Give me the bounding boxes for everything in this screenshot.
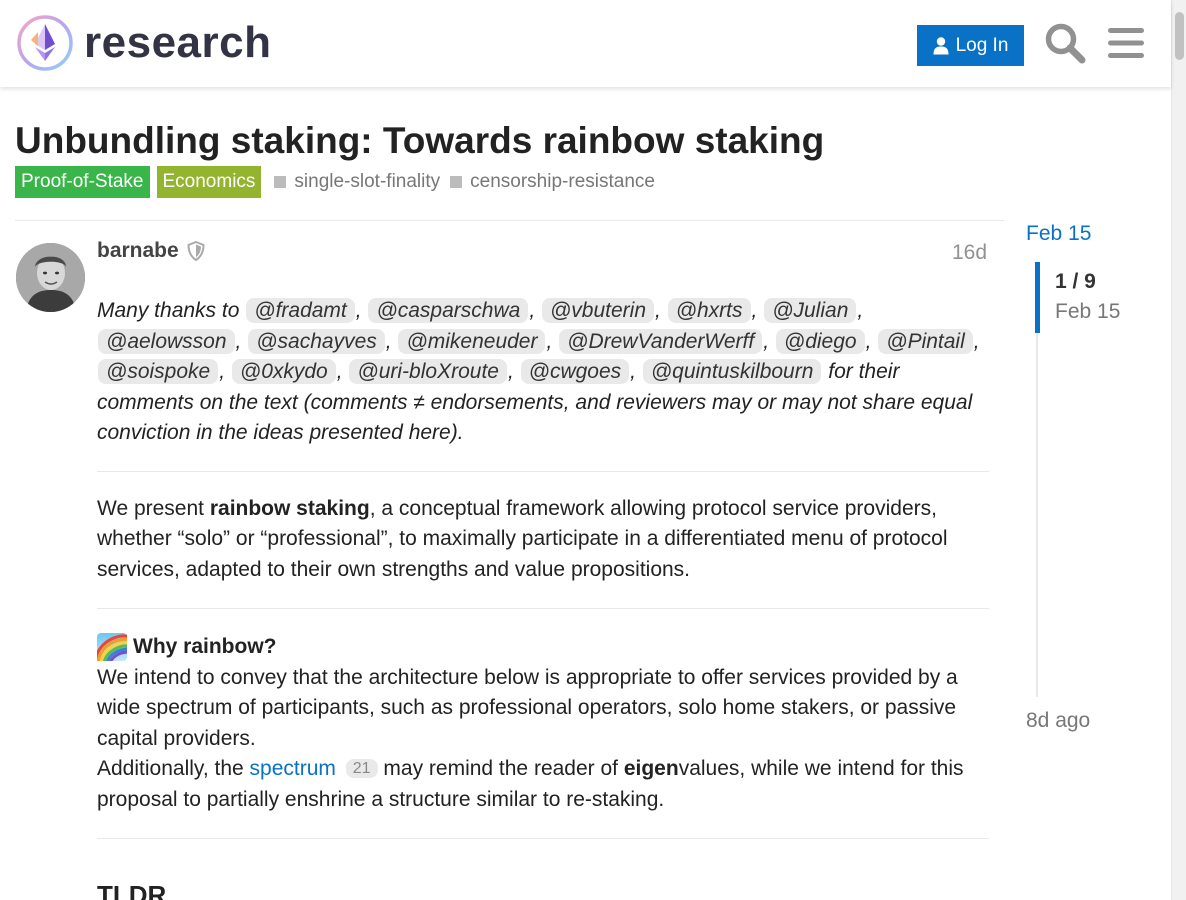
user-mention[interactable]: @sachayves: [248, 328, 385, 354]
tag-square-icon: [450, 176, 463, 188]
search-button[interactable]: [1042, 20, 1088, 66]
timeline-position: 1 / 9: [1055, 270, 1096, 293]
user-mention[interactable]: @quintuskilbourn: [642, 359, 822, 384]
why-text: may remind the reader of: [383, 757, 618, 780]
tag-censorship-resistance[interactable]: censorship-resistance: [450, 171, 655, 193]
tag-label: censorship-resistance: [470, 171, 655, 192]
intro-bold: rainbow staking: [209, 496, 370, 520]
why-rainbow-heading: Why rainbow?: [97, 632, 989, 663]
post-author[interactable]: barnabe: [97, 239, 205, 263]
spectrum-link[interactable]: spectrum: [249, 757, 336, 780]
search-icon: [1045, 23, 1086, 64]
category-proof-of-stake[interactable]: Proof-of-Stake: [15, 166, 150, 198]
site-logo[interactable]: research: [16, 14, 271, 72]
site-name: research: [84, 18, 272, 67]
thanks-suffix: for their comments on the text (comments…: [97, 360, 973, 444]
tag-single-slot-finality[interactable]: single-slot-finality: [274, 171, 440, 193]
site-header: research Log In: [0, 0, 1171, 87]
intro-text-rest: , a conceptual framework allowing protoc…: [97, 496, 948, 581]
hamburger-menu-button[interactable]: [1103, 20, 1149, 66]
login-button[interactable]: Log In: [917, 25, 1024, 66]
mentions-list: @fradamt, @casparschwa, @vbuterin, @hxrt…: [97, 298, 980, 384]
user-mention[interactable]: @Pintail: [878, 328, 973, 354]
thanks-prefix: Many thanks to: [97, 299, 240, 322]
tag-square-icon: [274, 176, 287, 188]
why-paragraph-2: Additionally, the spectrum 21 may remind…: [97, 754, 989, 815]
page-scrollbar[interactable]: [1171, 0, 1186, 900]
why-text: Additionally, the: [97, 757, 244, 780]
separator: [97, 470, 989, 472]
user-mention[interactable]: @hxrts: [667, 298, 751, 323]
user-mention[interactable]: @DrewVanderWerff: [559, 328, 763, 354]
user-icon: [933, 36, 949, 54]
user-mention[interactable]: @soispoke: [98, 359, 219, 384]
intro-paragraph: We present rainbow staking, a conceptual…: [97, 494, 989, 586]
user-mention[interactable]: @vbuterin: [541, 298, 655, 323]
user-mention[interactable]: @diego: [775, 328, 865, 354]
timeline-position-date: Feb 15: [1055, 300, 1121, 323]
separator: [97, 608, 989, 609]
login-label: Log In: [955, 34, 1009, 56]
scrollbar-thumb[interactable]: [1175, 12, 1184, 60]
user-mention[interactable]: @aelowsson: [98, 328, 235, 354]
post-body: Many thanks to @fradamt, @casparschwa, @…: [97, 296, 989, 900]
timeline-track[interactable]: [1036, 262, 1038, 697]
topic-tags: Proof-of-Stake Economics single-slot-fin…: [15, 166, 659, 198]
shield-icon: [187, 241, 205, 261]
tag-label: single-slot-finality: [294, 171, 441, 192]
topic-title[interactable]: Unbundling staking: Towards rainbow stak…: [15, 120, 825, 161]
heading-text: Why rainbow?: [133, 635, 277, 658]
user-mention[interactable]: @uri-bloXroute: [349, 359, 507, 384]
avatar[interactable]: [16, 243, 85, 312]
user-mention[interactable]: @fradamt: [246, 298, 355, 323]
separator: [97, 838, 989, 839]
link-click-count: 21: [345, 759, 378, 778]
timeline-start-date[interactable]: Feb 15: [1026, 222, 1092, 245]
category-economics[interactable]: Economics: [156, 166, 262, 198]
hamburger-menu-icon: [1108, 28, 1144, 58]
intro-text: We present: [97, 496, 204, 520]
tldr-heading: TLDR: [97, 880, 167, 900]
timeline-handle[interactable]: [1035, 262, 1040, 333]
acknowledgements: Many thanks to @fradamt, @casparschwa, @…: [97, 296, 989, 449]
user-avatar-image: [16, 243, 85, 312]
divider: [15, 220, 1004, 221]
user-mention[interactable]: @casparschwa: [368, 298, 529, 323]
logo-icon: [17, 15, 73, 71]
user-mention[interactable]: @mikeneuder: [398, 328, 546, 354]
timeline-end-label[interactable]: 8d ago: [1026, 709, 1091, 732]
username[interactable]: barnabe: [97, 239, 179, 262]
why-paragraph-1: We intend to convey that the architectur…: [97, 665, 958, 750]
rainbow-emoji: [97, 633, 127, 662]
user-mention[interactable]: @cwgoes: [520, 359, 630, 384]
post-date[interactable]: 16d: [952, 241, 988, 264]
why-bold: eigen: [623, 757, 679, 780]
user-mention[interactable]: @Julian: [764, 298, 857, 323]
why-text-rest: values, while we intend for this proposa…: [97, 757, 964, 811]
user-mention[interactable]: @0xkydo: [231, 359, 336, 384]
